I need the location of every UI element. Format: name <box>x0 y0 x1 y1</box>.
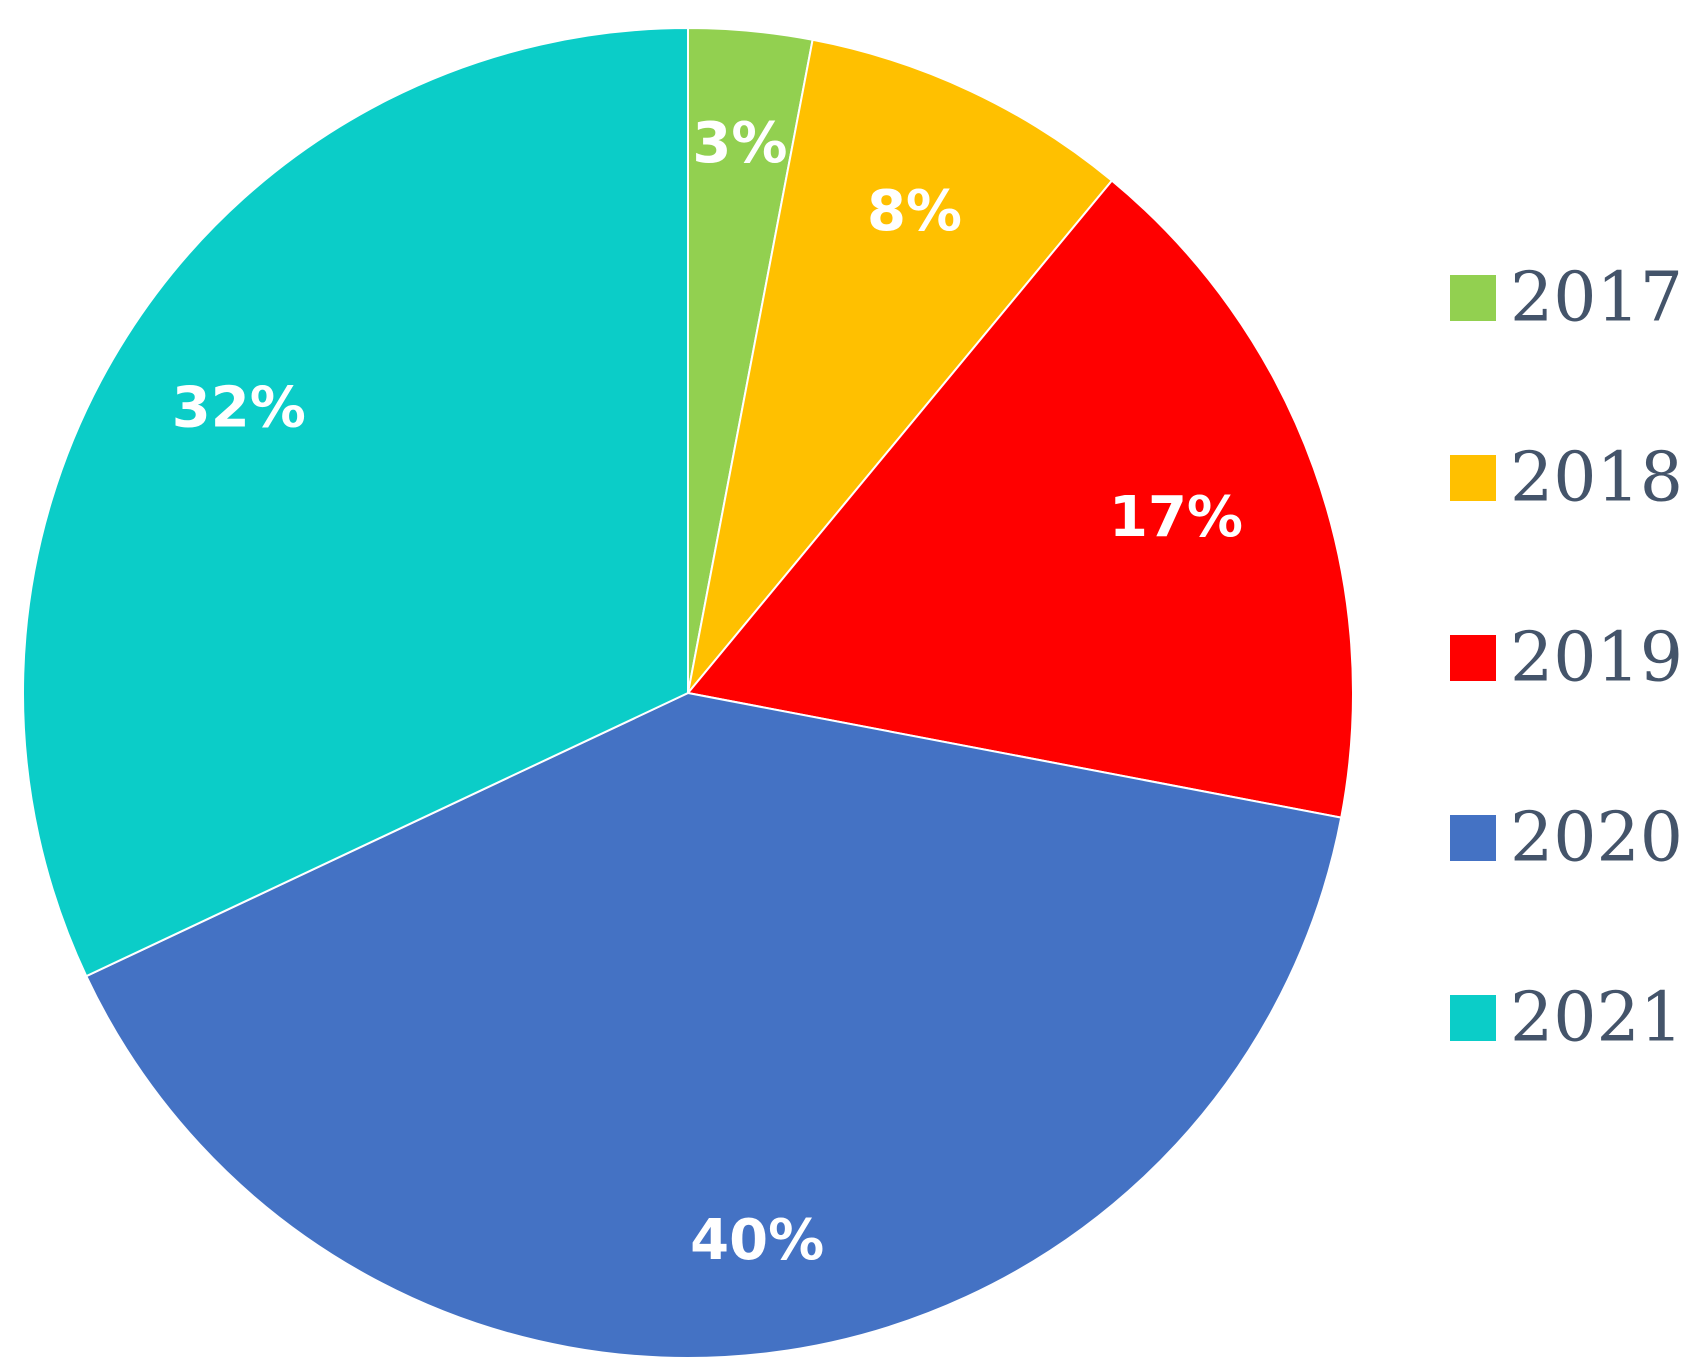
legend-label-2017: 2017 <box>1510 259 1683 338</box>
pie-slices <box>22 26 1354 1359</box>
pie-slice-2021 <box>22 26 689 978</box>
data-label-2019: 17% <box>1109 485 1243 550</box>
data-label-2018: 8% <box>867 179 962 244</box>
legend-swatch-2017 <box>1450 275 1496 321</box>
legend-swatch-2021 <box>1450 995 1496 1041</box>
pie-slice-2018 <box>687 38 1114 694</box>
pie-slice-2020 <box>84 691 1343 1359</box>
legend: 2017 2018 2019 2020 2021 <box>1450 259 1683 1058</box>
data-label-2021: 32% <box>172 375 306 440</box>
legend-swatch-2018 <box>1450 455 1496 501</box>
legend-swatch-2019 <box>1450 635 1496 681</box>
pie-slice-2019 <box>686 179 1354 819</box>
pie-slice-labels: 3% 8% 17% 40% 32% <box>172 111 1243 1273</box>
legend-label-2020: 2020 <box>1510 799 1683 878</box>
data-label-2020: 40% <box>690 1208 824 1273</box>
legend-label-2021: 2021 <box>1510 979 1683 1058</box>
data-label-2017: 3% <box>692 111 787 176</box>
legend-label-2019: 2019 <box>1510 619 1683 698</box>
legend-label-2018: 2018 <box>1510 439 1683 518</box>
legend-swatch-2020 <box>1450 815 1496 861</box>
